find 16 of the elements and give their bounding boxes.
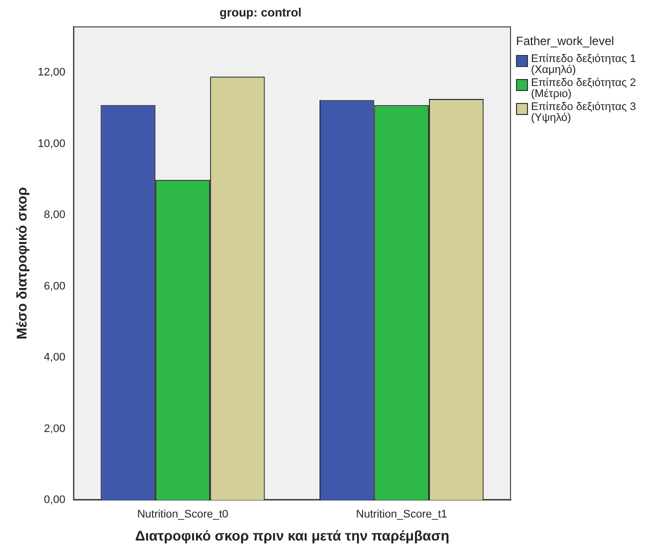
- y-tick-label: 2,00: [44, 422, 66, 435]
- y-tick-label: 8,00: [44, 209, 66, 222]
- y-tick-label: 10,00: [38, 138, 66, 150]
- chart-title: group: control: [220, 6, 302, 20]
- x-tick-label: Nutrition_Score_t0: [137, 508, 228, 521]
- x-axis-title: Διατροφικό σκορ πριν και μετά την παρέμβαση: [135, 527, 450, 544]
- y-tick-label: 0,00: [44, 494, 66, 506]
- y-tick-label: 12,00: [38, 66, 66, 79]
- y-tick-label: 4,00: [44, 352, 66, 364]
- y-tick-label: 6,00: [44, 280, 66, 292]
- legend-label: Επίπεδο δεξιότητας 2 (Μέτριο): [531, 77, 638, 100]
- y-axis-title: Μέσο διατροφικό σκορ: [13, 186, 30, 340]
- legend-label: Επίπεδο δεξιότητας 3 (Υψηλό): [531, 101, 638, 124]
- x-tick-label: Nutrition_Score_t1: [356, 508, 448, 521]
- legend-label: Επίπεδο δεξιότητας 1 (Χαμηλό): [531, 53, 638, 76]
- legend-title: Father_work_level: [516, 34, 616, 48]
